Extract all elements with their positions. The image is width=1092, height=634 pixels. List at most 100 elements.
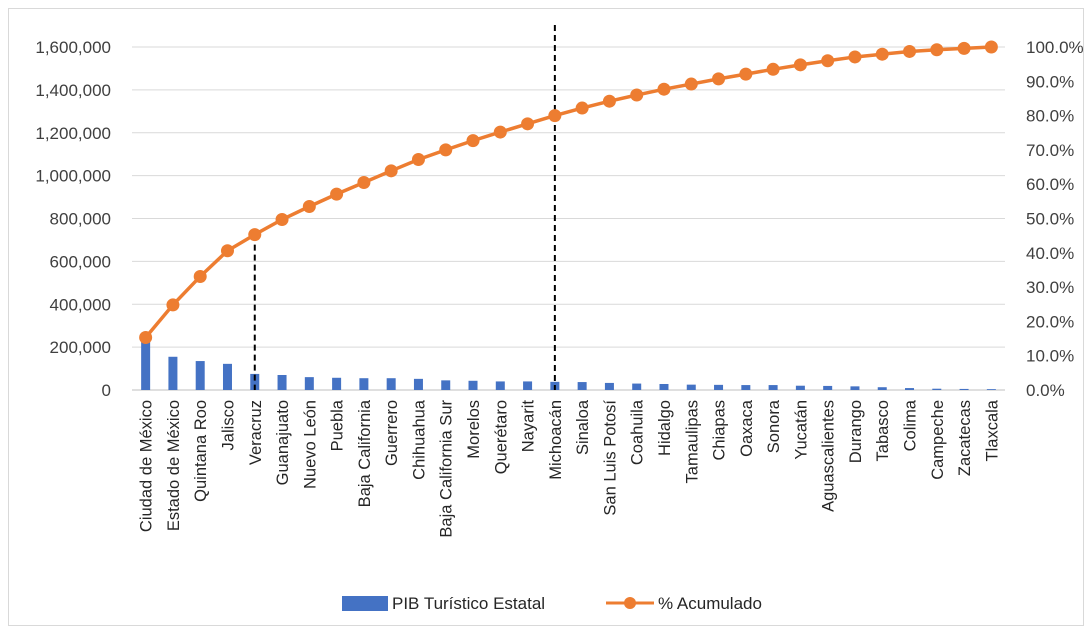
bar — [141, 337, 151, 390]
bar — [222, 363, 232, 390]
category-label: Colima — [902, 399, 920, 451]
bar — [959, 388, 969, 390]
category-label: Tlaxcala — [983, 399, 1001, 461]
category-label: Guanajuato — [274, 400, 292, 485]
left-axis-tick-label: 1,400,000 — [35, 81, 111, 100]
bar — [932, 388, 942, 390]
legend-line-marker — [624, 597, 636, 609]
line-point — [793, 58, 807, 72]
chart-frame — [8, 8, 1084, 626]
line-point — [821, 54, 835, 68]
line-point — [411, 153, 425, 167]
right-axis-tick-label: 90.0% — [1026, 72, 1074, 91]
line-series — [139, 40, 998, 345]
category-label: San Luis Potosí — [601, 400, 619, 516]
legend: PIB Turístico Estatal % Acumulado — [342, 594, 762, 613]
left-axis-tick-label: 0 — [102, 381, 111, 400]
right-axis-tick-label: 30.0% — [1026, 278, 1074, 297]
line-point — [357, 175, 371, 189]
bar — [768, 385, 778, 390]
right-axis-tick-label: 50.0% — [1026, 210, 1074, 229]
line-point — [766, 62, 780, 76]
right-axis-tick-label: 0.0% — [1026, 381, 1065, 400]
bar — [195, 361, 205, 390]
bar — [413, 378, 423, 390]
category-label: Jalisco — [219, 400, 237, 450]
category-label: Nayarit — [520, 400, 538, 453]
line-point — [330, 187, 344, 201]
line-point — [493, 125, 507, 139]
right-axis-tick-label: 80.0% — [1026, 107, 1074, 126]
bar — [577, 382, 587, 390]
bar — [714, 384, 724, 390]
bar — [850, 386, 860, 390]
left-axis-tick-label: 1,600,000 — [35, 38, 111, 57]
line-point — [521, 117, 535, 131]
legend-bar-label: PIB Turístico Estatal — [392, 594, 545, 613]
line-point — [275, 213, 289, 227]
category-label: Oaxaca — [738, 399, 756, 457]
left-axis-tick-label: 400,000 — [50, 295, 111, 314]
category-label: Yucatán — [792, 400, 810, 460]
bar — [795, 385, 805, 390]
bar — [441, 380, 451, 390]
left-axis-tick-label: 1,200,000 — [35, 124, 111, 143]
category-label: Tamaulipas — [683, 400, 701, 483]
bar — [168, 356, 178, 390]
category-label: Sinaloa — [574, 399, 592, 455]
left-axis-tick-label: 600,000 — [50, 252, 111, 271]
left-axis-tick-label: 1,000,000 — [35, 167, 111, 186]
line-point — [875, 47, 889, 61]
gridlines — [132, 46, 1005, 391]
category-label: Durango — [847, 400, 865, 463]
legend-bar-swatch — [342, 596, 388, 611]
bar — [304, 377, 314, 390]
bar — [659, 383, 669, 390]
line-point — [984, 40, 998, 54]
line-point — [166, 298, 180, 312]
bar — [250, 373, 260, 390]
category-label: Chihuahua — [410, 399, 428, 480]
category-label: Michoacán — [547, 400, 565, 480]
category-label: Sonora — [765, 399, 783, 453]
bar — [386, 378, 396, 390]
category-label: Querétaro — [492, 400, 510, 474]
category-label: Puebla — [329, 399, 347, 451]
line-point — [466, 134, 480, 148]
reference-lines — [253, 25, 556, 390]
category-label: Tabasco — [874, 400, 892, 461]
left-axis-tick-label: 800,000 — [50, 210, 111, 229]
line-point — [684, 77, 698, 91]
line-point — [739, 67, 753, 81]
bar-series — [141, 337, 996, 390]
bar — [604, 382, 614, 390]
bar — [468, 380, 478, 390]
left-axis-ticks: 0 200,000 400,000 600,000 800,000 1,000,000 1,… — [35, 38, 111, 400]
right-axis-tick-label: 10.0% — [1026, 347, 1074, 366]
line-point — [193, 269, 207, 283]
line-point — [548, 109, 562, 123]
right-axis-tick-label: 70.0% — [1026, 141, 1074, 160]
right-axis-ticks: 0.0% 10.0% 20.0% 30.0% 40.0% 50.0% 60.0% 70.0% 8… — [1026, 38, 1084, 400]
line-point — [903, 44, 917, 58]
category-label: Campeche — [929, 400, 947, 480]
category-label: Coahuila — [629, 399, 647, 465]
bar — [905, 388, 915, 390]
category-labels: Ciudad de México Estado de México Quintana… — [138, 399, 1002, 537]
line-point — [930, 43, 944, 57]
bar — [277, 374, 287, 390]
line-point — [248, 228, 262, 242]
category-label: Baja California — [356, 399, 374, 507]
line-point — [602, 94, 616, 108]
bar — [632, 383, 642, 390]
line-point — [575, 101, 589, 115]
bar — [359, 378, 369, 390]
category-label: Zacatecas — [956, 400, 974, 476]
category-label: Guerrero — [383, 400, 401, 466]
category-label: Veracruz — [247, 400, 265, 465]
bar — [877, 387, 887, 390]
line-point — [957, 41, 971, 55]
category-label: Quintana Roo — [192, 400, 210, 502]
bar — [332, 377, 342, 390]
